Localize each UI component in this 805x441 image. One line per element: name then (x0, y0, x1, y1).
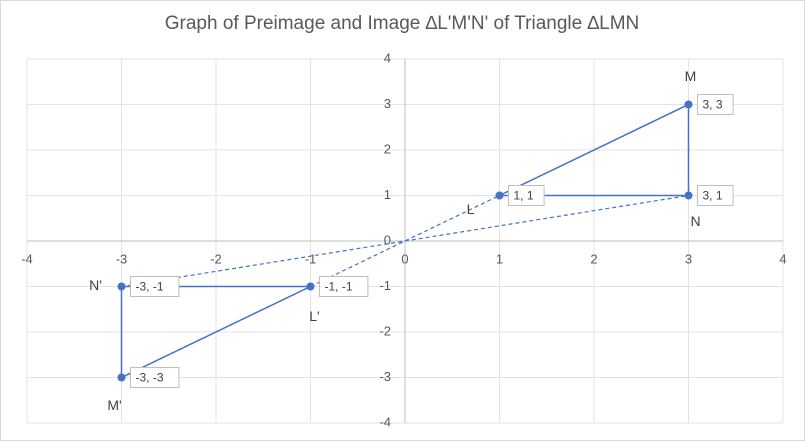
y-tick-label: -2 (379, 323, 391, 338)
series-line (499, 103, 690, 197)
data-label-box (508, 185, 545, 206)
data-label: -3, -3 (136, 371, 164, 385)
point (306, 282, 315, 291)
chart-title: Graph of Preimage and Image ∆L'M'N' of T… (165, 13, 640, 34)
x-tick-label: 0 (401, 251, 408, 266)
x-tick-label: -4 (21, 251, 33, 266)
data-label: 1, 1 (514, 189, 534, 203)
data-label-box (697, 185, 734, 206)
point (117, 373, 126, 382)
data-label-box (697, 94, 734, 115)
point-name: N (690, 213, 700, 229)
data-label: 3, 3 (703, 98, 723, 112)
x-tick-label: 1 (496, 251, 503, 266)
point-name: L' (309, 308, 319, 324)
point (495, 191, 504, 200)
y-tick-label: 3 (384, 96, 391, 111)
x-tick-label: -2 (210, 251, 222, 266)
x-tick-label: -3 (116, 251, 128, 266)
point (684, 100, 693, 109)
point-name: M (685, 68, 697, 84)
data-label: -1, -1 (325, 280, 353, 294)
y-tick-label: 1 (384, 187, 391, 202)
point (117, 282, 126, 291)
y-tick-label: 2 (384, 141, 391, 156)
point-name: L (467, 201, 475, 217)
x-tick-label: 2 (590, 251, 597, 266)
y-tick-label: -1 (379, 278, 391, 293)
series-line (120, 285, 311, 379)
y-tick-label: 4 (384, 50, 391, 65)
point-name: M' (107, 397, 121, 413)
y-tick-label: -4 (379, 414, 391, 429)
x-tick-label: 4 (779, 251, 786, 266)
data-label-box (319, 276, 369, 297)
x-tick-label: -1 (305, 251, 317, 266)
y-tick-label: -3 (379, 369, 391, 384)
data-label-box (130, 367, 180, 388)
point-name: N' (89, 277, 102, 293)
data-label: 3, 1 (703, 189, 723, 203)
dashed-line (121, 194, 689, 288)
data-label: -3, -1 (136, 280, 164, 294)
point (684, 191, 693, 200)
x-tick-label: 3 (685, 251, 692, 266)
data-label-box (130, 276, 180, 297)
y-tick-label: 0 (384, 232, 391, 247)
